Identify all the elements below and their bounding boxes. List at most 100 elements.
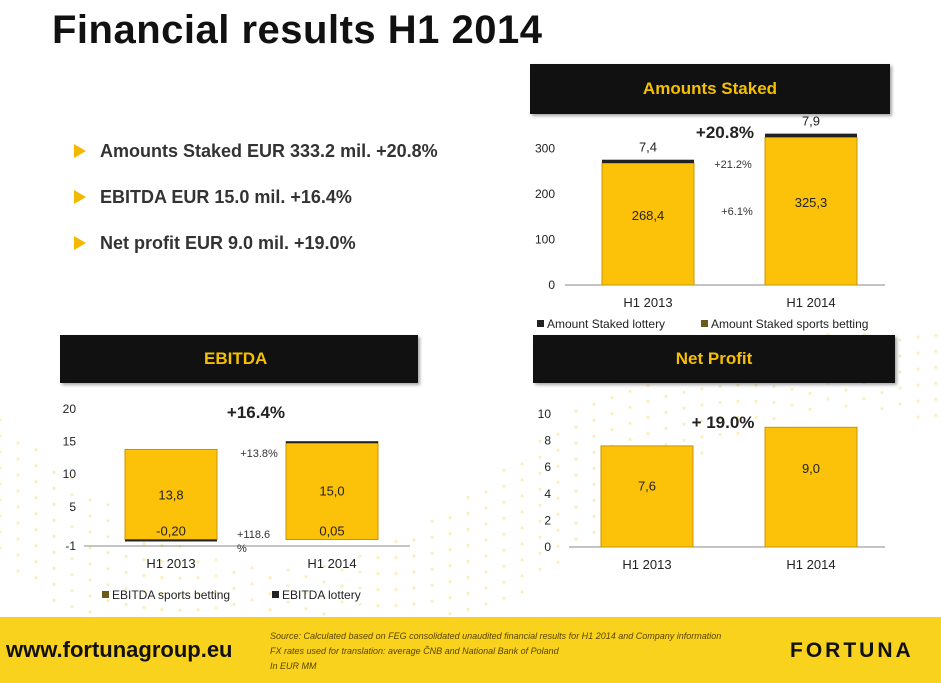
footer-bar: www.fortunagroup.eu Source: Calculated b… [0, 617, 941, 683]
background-dot [700, 451, 704, 455]
background-dot [0, 530, 2, 534]
background-dot [340, 600, 344, 604]
background-dot [70, 556, 74, 561]
background-dot [916, 351, 920, 355]
background-dot [88, 562, 92, 566]
background-dot [646, 400, 650, 404]
data-label-lottery: 7,4 [639, 140, 657, 155]
background-dot [0, 434, 2, 438]
background-dot [574, 441, 578, 445]
background-dot [34, 496, 38, 500]
background-dot [538, 487, 542, 491]
background-dot [538, 455, 542, 459]
background-dot [718, 432, 722, 437]
background-dot [916, 399, 920, 403]
background-dot [574, 409, 578, 413]
growth-annotation: +16.4% [227, 403, 285, 422]
page-title: Financial results H1 2014 [52, 8, 543, 52]
background-dot [736, 431, 740, 435]
background-dot [502, 468, 506, 472]
y-tick-label: -1 [65, 539, 76, 553]
background-dot [592, 530, 596, 534]
background-dot [646, 384, 650, 388]
background-dot [646, 416, 650, 420]
background-dot [124, 587, 128, 591]
background-dot [520, 462, 524, 466]
background-dot [196, 576, 200, 580]
background-dot [466, 591, 470, 595]
background-dot [340, 568, 344, 572]
background-dot [142, 606, 146, 610]
background-dot [70, 540, 74, 545]
background-dot [394, 587, 398, 591]
background-dot [556, 480, 560, 484]
background-dot [520, 526, 524, 530]
background-dot [0, 482, 2, 486]
background-dot [574, 489, 578, 493]
background-dot [574, 457, 578, 461]
source-line: Source: Calculated based on FEG consolid… [270, 631, 722, 641]
background-dot [916, 335, 920, 339]
background-dot [52, 534, 56, 538]
background-dot [700, 403, 704, 407]
bar-sports-betting [601, 162, 695, 286]
background-dot [610, 428, 614, 432]
background-dot [322, 564, 326, 568]
background-dot [466, 511, 470, 515]
background-dot [124, 555, 128, 559]
bar-sports-betting [124, 448, 218, 540]
background-dot [502, 500, 506, 504]
y-tick-label: 10 [63, 467, 77, 481]
background-dot [556, 496, 560, 500]
background-dot [430, 535, 434, 539]
data-label-lottery: 7,9 [802, 116, 820, 129]
background-dot [322, 580, 326, 584]
background-dot [0, 466, 2, 470]
data-label-lottery: 0,05 [319, 523, 344, 538]
background-dot [574, 521, 578, 525]
background-dot [520, 590, 524, 594]
background-dot [394, 603, 398, 607]
background-dot [754, 383, 758, 387]
background-dot [214, 574, 218, 578]
legend-swatch-sports [102, 591, 109, 598]
website-link[interactable]: www.fortunagroup.eu [6, 637, 233, 662]
background-dot [592, 466, 596, 470]
background-dot [700, 419, 704, 423]
background-dot [70, 588, 74, 593]
background-dot [304, 607, 308, 611]
background-dot [376, 555, 380, 560]
sports-growth-annotation: +13.8% [240, 448, 278, 460]
background-dot [592, 498, 596, 502]
lottery-growth-annotation: % [237, 543, 247, 555]
background-dot [52, 582, 56, 586]
background-dot [718, 400, 722, 405]
background-dot [538, 519, 542, 523]
background-dot [178, 576, 182, 580]
background-dot [556, 432, 560, 436]
background-dot [16, 489, 20, 493]
data-label-sports: 15,0 [319, 484, 344, 499]
background-dot [628, 405, 632, 409]
amounts-staked-header: Amounts Staked [530, 64, 890, 114]
data-label-lottery: -0,20 [156, 523, 186, 538]
background-dot [16, 521, 20, 525]
background-dot [88, 594, 92, 598]
bar-lottery [602, 159, 694, 164]
background-dot [556, 560, 560, 564]
background-dot [754, 415, 758, 419]
background-dot [736, 399, 740, 403]
background-dot [160, 559, 164, 564]
legend-label-sports: Amount Staked sports betting [711, 317, 868, 331]
bullet-net-profit: Net profit EUR 9.0 mil. +19.0% [74, 220, 438, 266]
background-dot [466, 543, 470, 547]
background-dot [574, 473, 578, 477]
y-tick-label: 0 [548, 278, 555, 292]
background-dot [34, 448, 38, 452]
background-dot [52, 566, 56, 570]
background-dot [34, 480, 38, 484]
bar-lottery [286, 441, 378, 444]
background-dot [106, 567, 110, 571]
background-dot [88, 530, 92, 534]
background-dot [862, 396, 866, 401]
